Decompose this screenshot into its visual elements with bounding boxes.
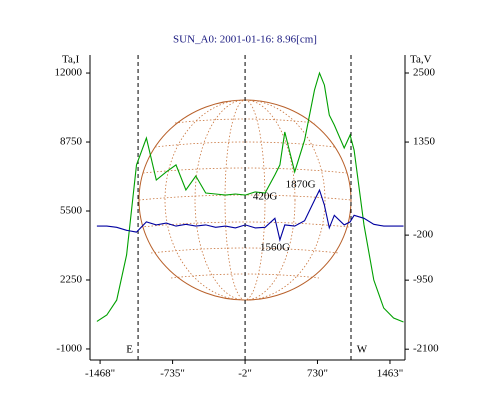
x-tick-label: 730" bbox=[307, 368, 328, 380]
y-tick-label: 2250 bbox=[60, 274, 83, 286]
annotation: E bbox=[126, 344, 133, 356]
y2-tick-label: 2500 bbox=[413, 67, 436, 79]
y-tick-label: 12000 bbox=[55, 67, 83, 79]
annotation: 1870G bbox=[286, 179, 316, 191]
x-tick-label: -735" bbox=[160, 368, 185, 380]
annotation: 1560G bbox=[260, 241, 290, 253]
y-tick-label: -1000 bbox=[56, 342, 82, 354]
annotation: W bbox=[357, 344, 368, 356]
y-tick-label: 8750 bbox=[60, 136, 83, 148]
y2-tick-label: -2100 bbox=[413, 343, 439, 355]
y2-tick-label: 1350 bbox=[413, 136, 436, 148]
y2-axis-label: Ta,V bbox=[410, 54, 432, 66]
series-line bbox=[96, 188, 404, 242]
y2-tick-label: -950 bbox=[413, 274, 434, 286]
annotation: 420G bbox=[253, 191, 278, 203]
chart-title: SUN_A0: 2001-01-16: 8.96[cm] bbox=[173, 34, 317, 46]
y2-tick-label: -200 bbox=[413, 229, 434, 241]
y-tick-label: 5500 bbox=[60, 205, 83, 217]
x-tick-label: -2" bbox=[238, 368, 252, 380]
y-axis-label: Ta,I bbox=[62, 54, 80, 66]
x-tick-label: 1463" bbox=[377, 368, 404, 380]
solar-disk bbox=[138, 99, 352, 301]
series-line bbox=[96, 71, 404, 323]
x-tick-label: -1468" bbox=[85, 368, 115, 380]
